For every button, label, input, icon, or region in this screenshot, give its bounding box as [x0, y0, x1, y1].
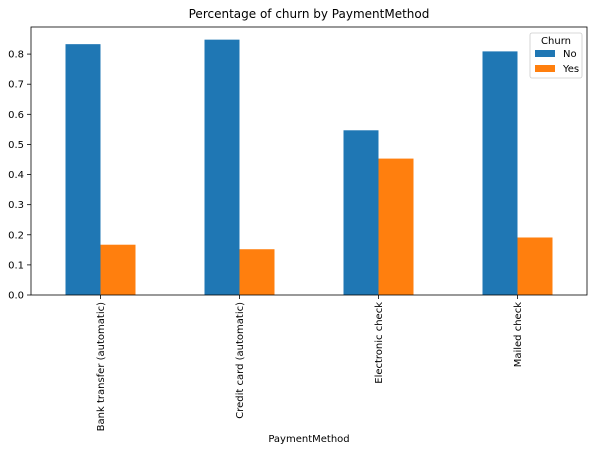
- y-tick-label: 0.2: [8, 230, 24, 241]
- y-tick-label: 0.5: [8, 140, 24, 151]
- y-tick-label: 0.1: [8, 260, 24, 271]
- y-tick-label: 0.6: [8, 110, 24, 121]
- bar-no-4: [482, 51, 518, 295]
- bar-no-3: [343, 130, 379, 295]
- plot-frame: [30, 26, 588, 296]
- legend-label-yes: Yes: [562, 64, 579, 75]
- bar-yes-4: [517, 237, 553, 295]
- y-tick-label: 0.7: [8, 80, 24, 91]
- y-tick-label: 0.4: [8, 170, 24, 181]
- legend-swatch-yes: [535, 65, 555, 72]
- y-tick-label: 0.8: [8, 50, 24, 61]
- bar-no-1: [65, 44, 101, 295]
- x-axis-title: PaymentMethod: [268, 434, 349, 445]
- legend-label-no: No: [563, 49, 577, 60]
- plot-area: Bank transfer (automatic) Credit card (au…: [8, 26, 588, 431]
- legend-swatch-no: [535, 50, 555, 57]
- x-tick-label: Mailed check: [513, 302, 524, 367]
- x-tick-label: Electronic check: [374, 302, 385, 384]
- legend: Churn No Yes: [529, 32, 583, 79]
- y-tick-label: 0.0: [8, 291, 24, 302]
- bar-yes-2: [239, 249, 275, 295]
- legend-title: Churn: [541, 36, 571, 47]
- x-tick-label: Bank transfer (automatic): [96, 302, 107, 431]
- y-tick-label: 0.3: [8, 200, 24, 211]
- chart-title: Percentage of churn by PaymentMethod: [189, 7, 430, 21]
- bar-yes-3: [378, 158, 414, 295]
- x-tick-label: Credit card (automatic): [235, 302, 246, 419]
- bar-no-2: [204, 39, 240, 296]
- bar-yes-1: [100, 244, 136, 295]
